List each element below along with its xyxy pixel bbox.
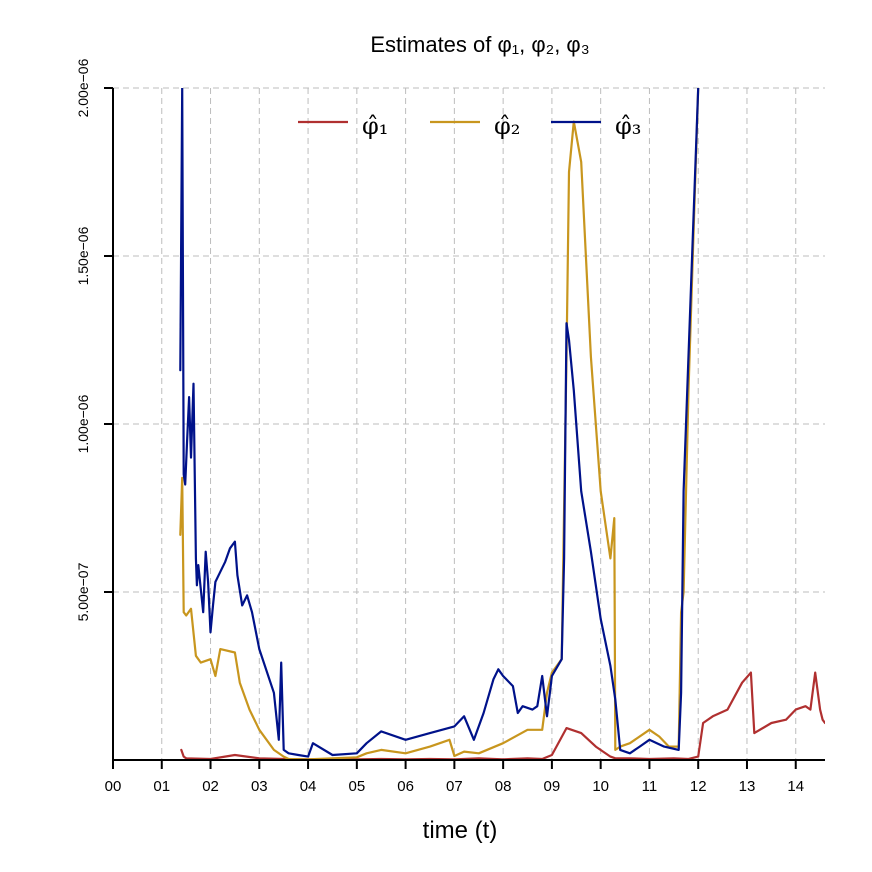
y-ticks: 5.00e−07 1.00e−06 1.50e−06 2.00e−06 bbox=[75, 58, 113, 621]
x-tick-label: 01 bbox=[153, 778, 170, 795]
legend-label-1: φ̂₁ bbox=[362, 112, 388, 140]
chart-title: Estimates of φ₁, φ₂, φ₃ bbox=[370, 32, 589, 57]
x-tick-label: 08 bbox=[495, 778, 512, 795]
legend-label-2: φ̂₂ bbox=[494, 112, 520, 140]
x-ticks: 00 01 02 03 04 05 06 07 08 09 10 11 12 13 14 bbox=[105, 760, 804, 795]
y-tick-label: 1.00e−06 bbox=[75, 394, 91, 453]
x-tick-label: 02 bbox=[202, 778, 219, 795]
x-tick-label: 03 bbox=[251, 778, 268, 795]
y-tick-label: 5.00e−07 bbox=[75, 562, 91, 621]
y-tick-label: 2.00e−06 bbox=[75, 58, 91, 117]
legend: φ̂₁ φ̂₂ φ̂₃ bbox=[298, 112, 641, 140]
x-tick-label: 14 bbox=[787, 778, 804, 795]
x-tick-label: 11 bbox=[642, 778, 658, 795]
legend-label-3: φ̂₃ bbox=[615, 112, 641, 140]
x-tick-label: 10 bbox=[592, 778, 609, 795]
x-tick-label: 13 bbox=[739, 778, 756, 795]
x-tick-label: 06 bbox=[397, 778, 414, 795]
x-tick-label: 09 bbox=[544, 778, 561, 795]
grid bbox=[113, 87, 825, 760]
series-line-2 bbox=[179, 88, 700, 760]
x-tick-label: 05 bbox=[348, 778, 365, 795]
x-tick-label: 07 bbox=[446, 778, 463, 795]
x-tick-label: 04 bbox=[300, 778, 317, 795]
x-tick-label: 12 bbox=[690, 778, 707, 795]
y-tick-label: 1.50e−06 bbox=[75, 226, 91, 285]
x-axis-label: time (t) bbox=[423, 817, 498, 844]
x-tick-label: 00 bbox=[105, 778, 122, 795]
series-line-3 bbox=[179, 88, 700, 758]
series-line-1 bbox=[180, 671, 825, 760]
